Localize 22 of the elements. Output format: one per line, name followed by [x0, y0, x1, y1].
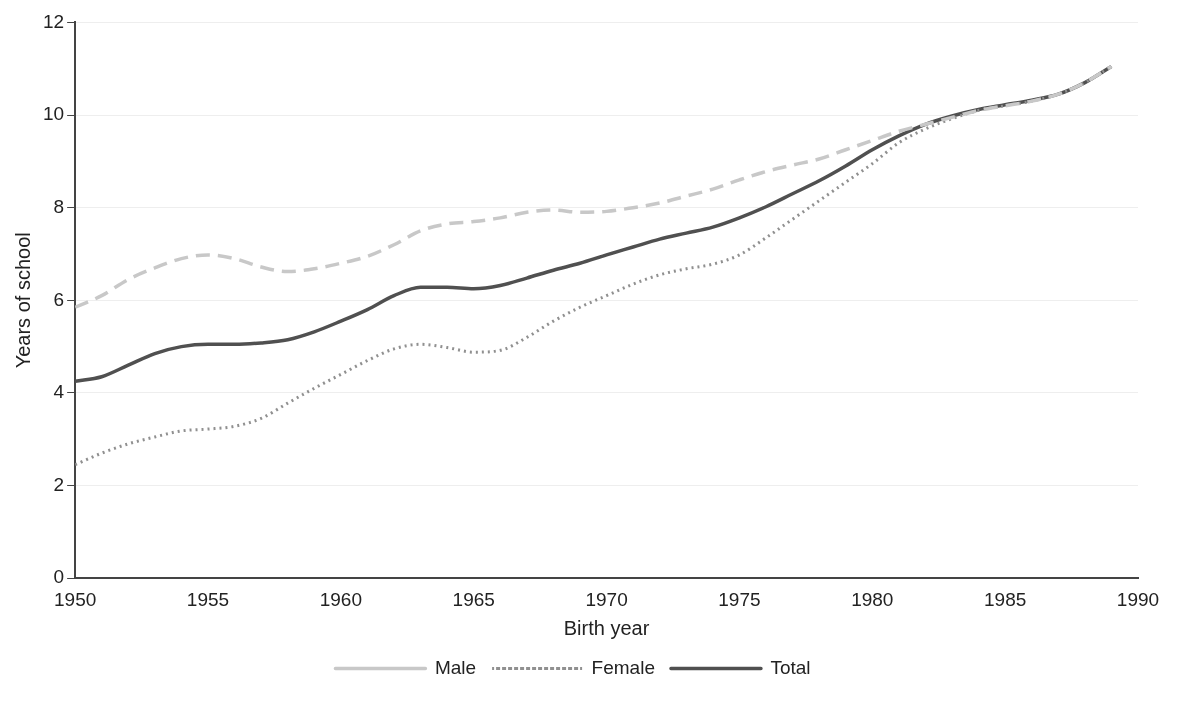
y-tick-label: 2	[53, 473, 65, 495]
y-axis-title: Years of school	[11, 232, 34, 369]
x-tick-label: 1975	[718, 588, 761, 610]
x-tick-label: 1950	[53, 588, 97, 610]
x-tick-label: 1955	[186, 588, 230, 610]
x-tick-label: 1970	[585, 588, 628, 610]
y-tick-label: 12	[42, 10, 65, 32]
x-axis-title: Birth year	[563, 616, 650, 639]
legend-label: Male	[434, 656, 477, 678]
x-tick-label: 1980	[851, 588, 894, 610]
y-tick-label: 4	[53, 381, 65, 403]
legend-label: Total	[770, 656, 811, 678]
line-series	[75, 64, 1114, 309]
y-tick-label: 6	[53, 288, 65, 310]
y-tick-label: 10	[42, 103, 65, 125]
legend-label: Female	[591, 656, 655, 678]
y-tick-label: 8	[53, 195, 65, 217]
y-tick-label: 0	[53, 566, 65, 588]
x-tick-label: 1960	[319, 588, 362, 610]
x-tick-label: 1985	[984, 588, 1027, 610]
x-tick-label: 1990	[1116, 588, 1160, 610]
x-tick-label: 1965	[452, 588, 495, 610]
